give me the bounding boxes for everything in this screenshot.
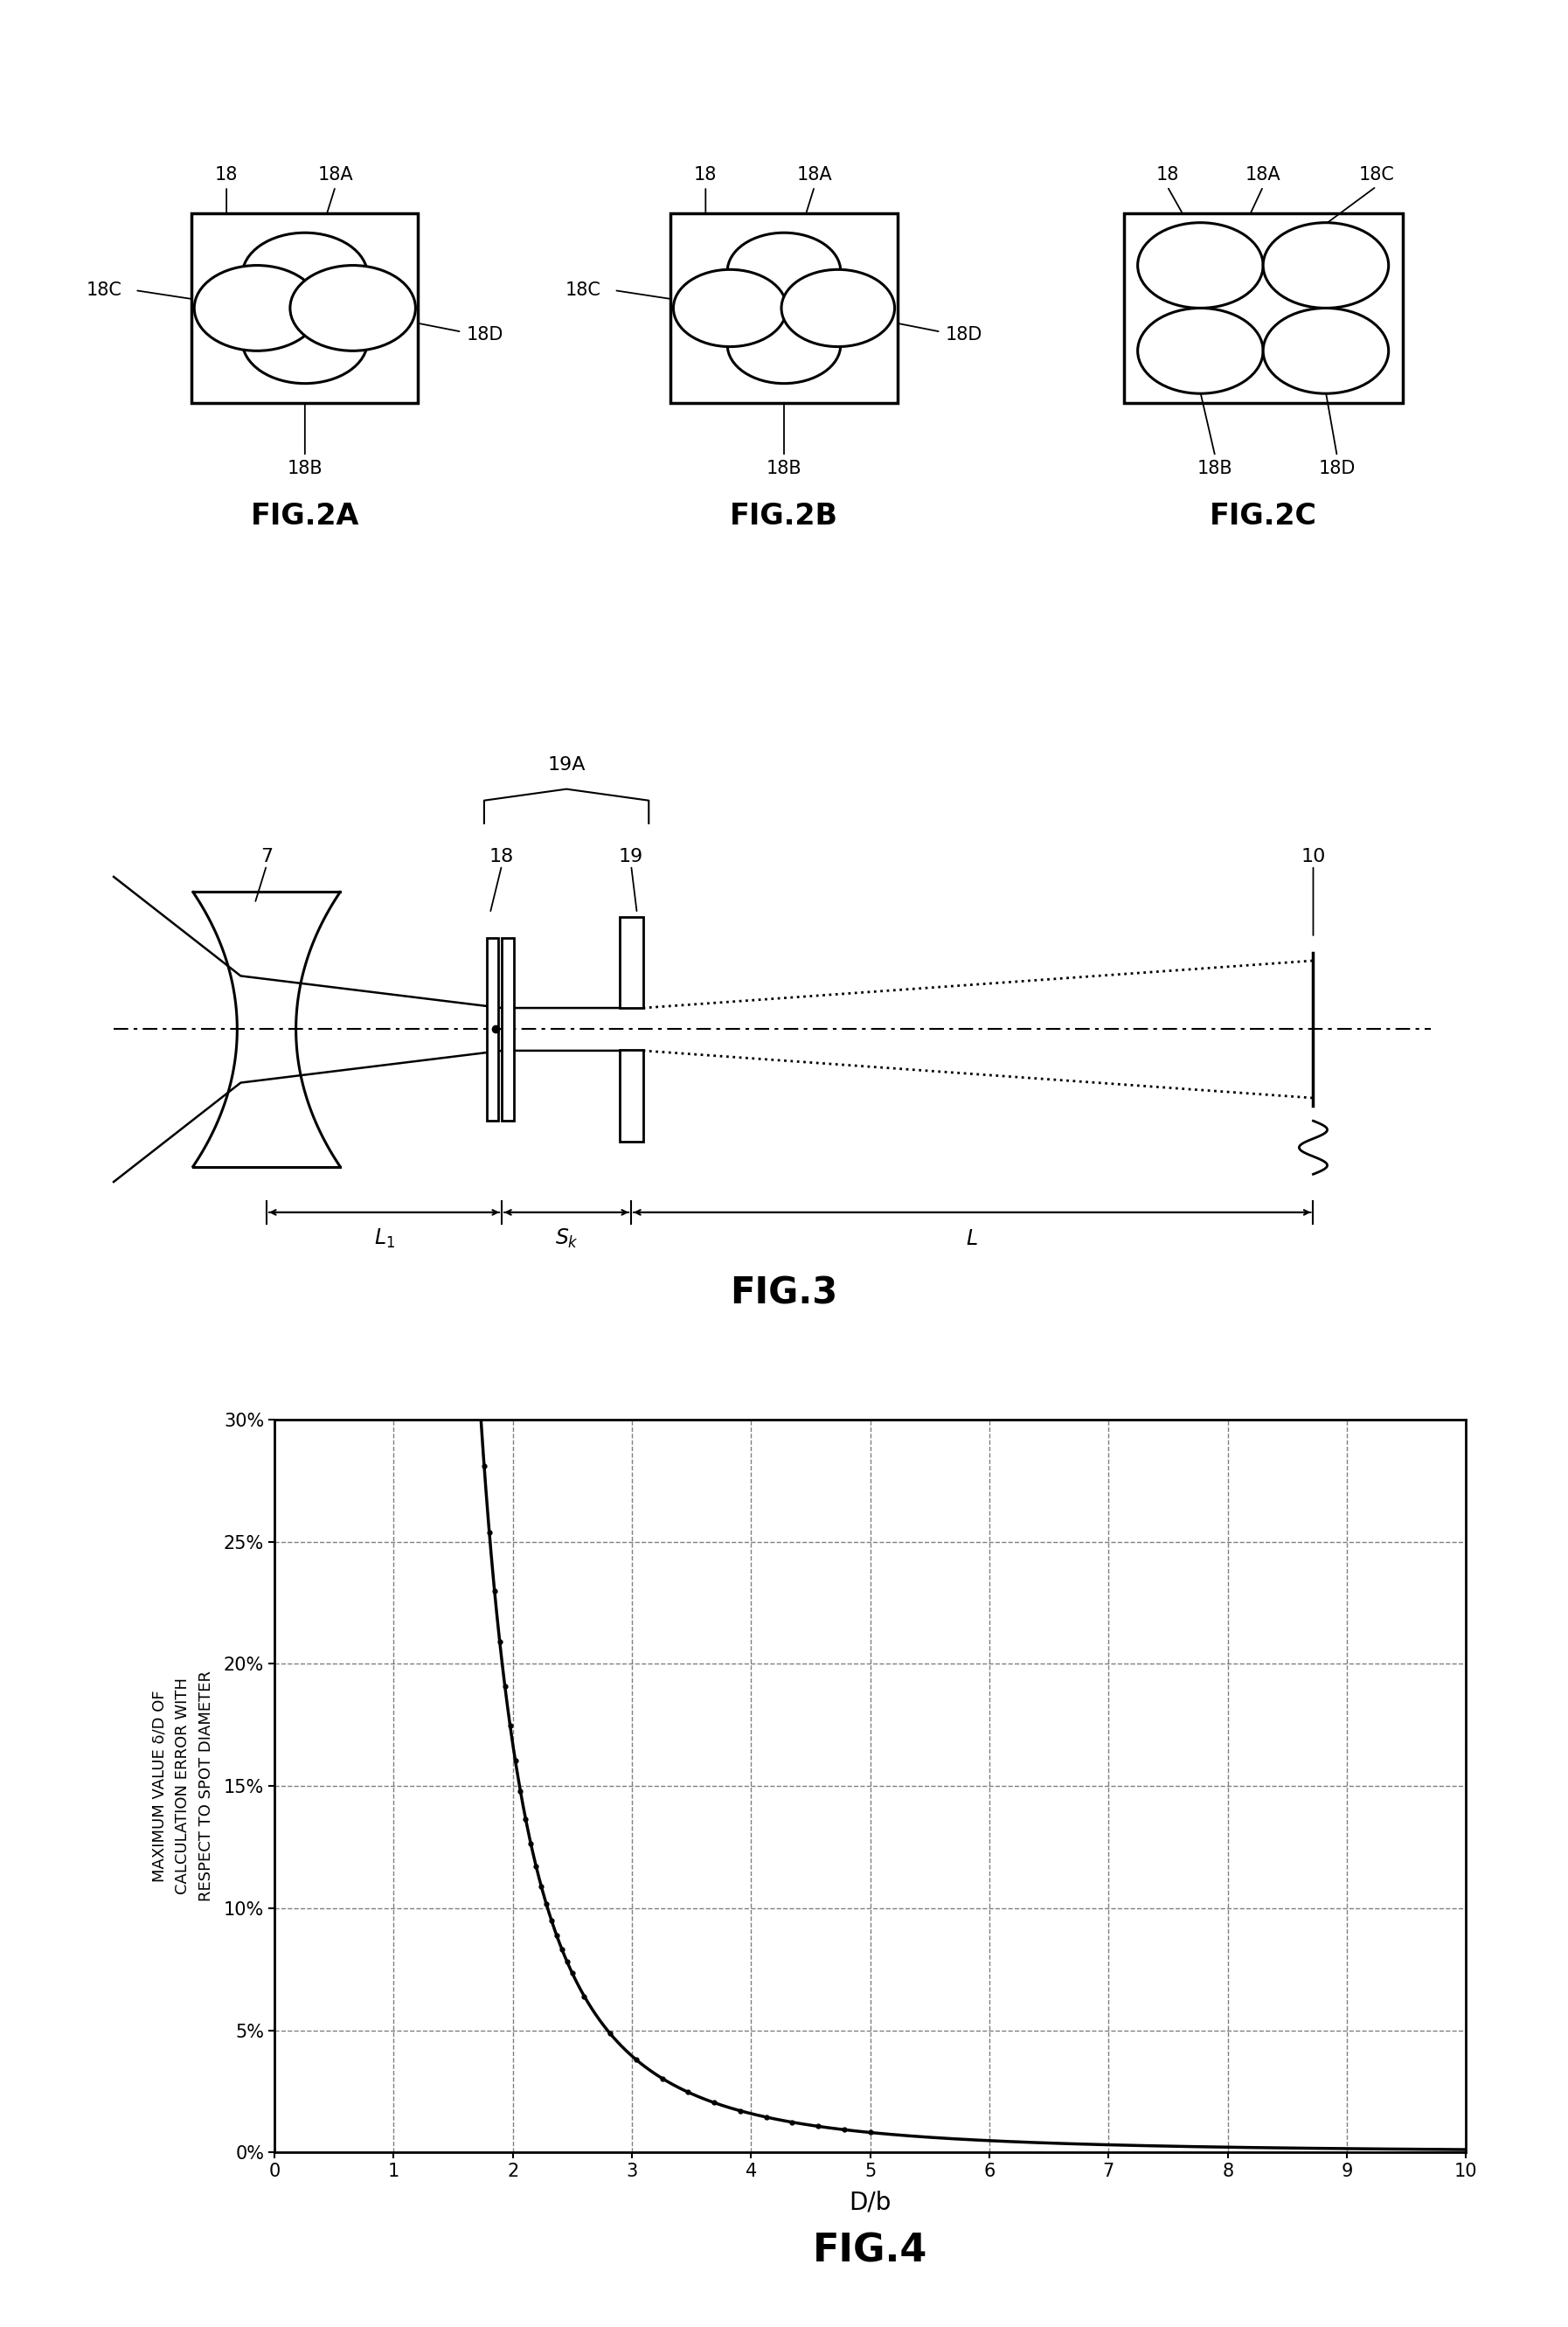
Text: 18A: 18A <box>318 165 353 184</box>
Text: 18: 18 <box>215 165 238 184</box>
Text: $L$: $L$ <box>966 1229 978 1250</box>
Text: 18C: 18C <box>86 282 122 300</box>
Text: FIG.2B: FIG.2B <box>729 500 839 531</box>
Text: FIG.4: FIG.4 <box>812 2232 928 2269</box>
Text: FIG.2A: FIG.2A <box>251 500 359 531</box>
Text: 18B: 18B <box>287 458 323 477</box>
Text: 18D: 18D <box>946 326 982 344</box>
X-axis label: D/b: D/b <box>850 2190 891 2215</box>
Circle shape <box>290 265 416 351</box>
Y-axis label: MAXIMUM VALUE δ/D OF
CALCULATION ERROR WITH
RESPECT TO SPOT DIAMETER: MAXIMUM VALUE δ/D OF CALCULATION ERROR W… <box>152 1671 213 1901</box>
Text: 18A: 18A <box>797 165 833 184</box>
Text: 18B: 18B <box>767 458 801 477</box>
Bar <box>1124 214 1402 403</box>
Bar <box>619 917 643 1008</box>
Circle shape <box>1138 307 1264 393</box>
Circle shape <box>781 270 895 347</box>
Text: FIG.2C: FIG.2C <box>1209 500 1317 531</box>
Circle shape <box>241 233 367 319</box>
Bar <box>191 214 419 403</box>
Text: 19A: 19A <box>547 756 585 775</box>
Text: 19: 19 <box>619 847 643 866</box>
Text: $S_k$: $S_k$ <box>555 1226 579 1250</box>
Bar <box>619 1049 643 1143</box>
Circle shape <box>1264 307 1389 393</box>
Bar <box>486 938 499 1122</box>
Text: 18D: 18D <box>1319 458 1356 477</box>
Text: 18: 18 <box>1156 165 1179 184</box>
Text: 18C: 18C <box>566 282 601 300</box>
Circle shape <box>1138 223 1264 307</box>
Text: $L_1$: $L_1$ <box>373 1226 395 1250</box>
Text: FIG.3: FIG.3 <box>731 1275 837 1312</box>
Circle shape <box>241 298 367 384</box>
Bar <box>502 938 513 1122</box>
Bar <box>671 214 897 403</box>
Text: 18: 18 <box>695 165 717 184</box>
Text: 18: 18 <box>489 847 514 866</box>
Text: 18C: 18C <box>1358 165 1394 184</box>
Circle shape <box>728 307 840 384</box>
Text: 7: 7 <box>260 847 273 866</box>
Circle shape <box>728 233 840 309</box>
Circle shape <box>1264 223 1389 307</box>
Circle shape <box>194 265 320 351</box>
Text: 18D: 18D <box>466 326 503 344</box>
Text: 18A: 18A <box>1245 165 1281 184</box>
Circle shape <box>673 270 787 347</box>
Text: 18B: 18B <box>1198 458 1232 477</box>
Text: 10: 10 <box>1301 847 1325 866</box>
